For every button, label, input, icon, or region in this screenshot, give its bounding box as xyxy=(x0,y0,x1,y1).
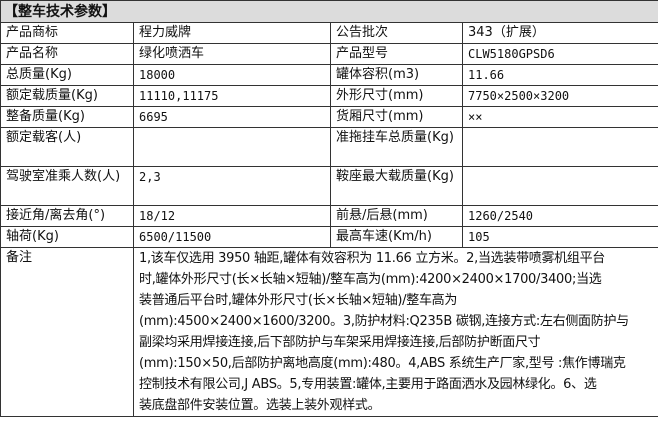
spec-value: 绿化喷洒车 xyxy=(133,43,331,65)
spec-value: 343（扩展） xyxy=(462,22,658,44)
spec-label: 货厢尺寸(mm) xyxy=(330,106,463,128)
spec-label: 前悬/后悬(mm) xyxy=(330,205,463,227)
spec-label: 额定载客(人) xyxy=(0,127,134,167)
remarks-line: 控制技术有限公司,J ABS。5,专用装置:罐体,主要用于路面洒水及园林绿化。6… xyxy=(139,377,597,392)
spec-value: 11110,11175 xyxy=(133,85,331,107)
table-row: 额定载质量(Kg) 11110,11175 外形尺寸(mm) 7750×2500×32… xyxy=(0,85,658,107)
spec-value: 2,3 xyxy=(133,166,331,206)
spec-value: 7750×2500×3200 xyxy=(462,85,658,107)
spec-value xyxy=(462,127,658,167)
table-row: 整备质量(Kg) 6695 货厢尺寸(mm) ×× xyxy=(0,106,658,128)
remarks-text: 1,该车仅选用 3950 轴距,罐体有效容积为 11.66 立方米。2,当选装带… xyxy=(133,247,658,417)
spec-label: 接近角/离去角(°) xyxy=(0,205,134,227)
spec-value xyxy=(462,166,658,206)
spec-value: 程力威牌 xyxy=(133,22,331,44)
remarks-line: 副梁均采用焊接连接,后下部防护与车架采用焊接连接,后部防护断面尺寸 xyxy=(139,335,541,350)
spec-label: 轴荷(Kg) xyxy=(0,226,134,248)
spec-value: ×× xyxy=(462,106,658,128)
spec-value: 6695 xyxy=(133,106,331,128)
spec-label: 产品商标 xyxy=(0,22,134,44)
spec-label: 产品名称 xyxy=(0,43,134,65)
spec-value: 18/12 xyxy=(133,205,331,227)
spec-label: 鞍座最大载质量(Kg) xyxy=(330,166,463,206)
spec-value: CLW5180GPSD6 xyxy=(462,43,658,65)
spec-value xyxy=(133,127,331,167)
spec-value: 18000 xyxy=(133,64,331,86)
spec-label: 整备质量(Kg) xyxy=(0,106,134,128)
spec-value: 1260/2540 xyxy=(462,205,658,227)
table-title: 【整车技术参数】 xyxy=(0,0,658,23)
remarks-label: 备注 xyxy=(0,247,134,417)
spec-label: 罐体容积(m3) xyxy=(330,64,463,86)
table-row: 总质量(Kg) 18000 罐体容积(m3) 11.66 xyxy=(0,64,658,86)
spec-value: 105 xyxy=(462,226,658,248)
table-row: 产品名称 绿化喷洒车 产品型号 CLW5180GPSD6 xyxy=(0,43,658,65)
spec-label: 额定载质量(Kg) xyxy=(0,85,134,107)
spec-label: 外形尺寸(mm) xyxy=(330,85,463,107)
table-row: 轴荷(Kg) 6500/11500 最高车速(Km/h) 105 xyxy=(0,226,658,248)
table-row: 驾驶室准乘人数(人) 2,3 鞍座最大载质量(Kg) xyxy=(0,166,658,206)
spec-label: 产品型号 xyxy=(330,43,463,65)
spec-label: 驾驶室准乘人数(人) xyxy=(0,166,134,206)
table-row: 产品商标 程力威牌 公告批次 343（扩展） xyxy=(0,22,658,44)
remarks-line: 装普通后平台时,罐体外形尺寸(长×长轴×短轴)/整车高为 xyxy=(139,293,458,308)
table-row: 接近角/离去角(°) 18/12 前悬/后悬(mm) 1260/2540 xyxy=(0,205,658,227)
remarks-line: (mm):150×50,后部防护离地高度(mm):480。4,ABS 系统生产厂… xyxy=(139,356,626,371)
table-row: 额定载客(人) 准拖挂车总质量(Kg) xyxy=(0,127,658,167)
spec-value: 6500/11500 xyxy=(133,226,331,248)
remarks-line: 时,罐体外形尺寸(长×长轴×短轴)/整车高为(mm):4200×2400×170… xyxy=(139,272,602,287)
remarks-line: 1,该车仅选用 3950 轴距,罐体有效容积为 11.66 立方米。2,当选装带… xyxy=(139,251,605,266)
spec-value: 11.66 xyxy=(462,64,658,86)
spec-label: 总质量(Kg) xyxy=(0,64,134,86)
spec-label: 最高车速(Km/h) xyxy=(330,226,463,248)
spec-label: 准拖挂车总质量(Kg) xyxy=(330,127,463,167)
remarks-line: 装底盘部件安装位置。选装上装外观样式。 xyxy=(139,398,381,413)
spec-label: 公告批次 xyxy=(330,22,463,44)
remarks-line: (mm):4500×2400×1600/3200。3,防护材料:Q235B 碳钢… xyxy=(139,314,629,329)
